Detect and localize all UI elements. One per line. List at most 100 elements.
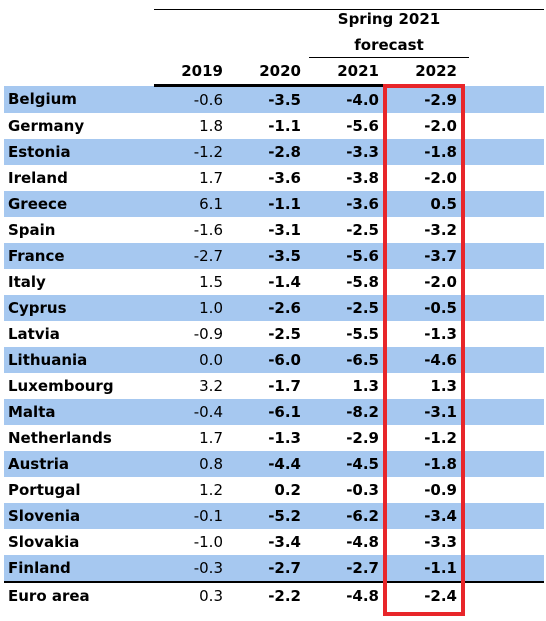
value-2019: -0.1 [154, 503, 231, 529]
value-2022: -3.1 [387, 399, 465, 425]
top-rule [154, 9, 544, 10]
value-2021: -2.9 [346, 429, 379, 447]
table-row: Spain -1.6 -3.1 -2.5 -3.2 [4, 217, 544, 243]
table-row: Slovakia -1.0 -3.4 -4.8 -3.3 [4, 529, 544, 555]
value-2020: -3.5 [231, 243, 309, 269]
value-2021: -3.8 [346, 169, 379, 187]
country-name: France [4, 243, 154, 269]
value-2020: -6.1 [231, 399, 309, 425]
spacer-cell [465, 269, 544, 295]
table-row: Austria 0.8 -4.4 -4.5 -1.8 [4, 451, 544, 477]
spacer-cell [465, 477, 544, 503]
country-name: Lithuania [4, 347, 154, 373]
spacer-cell [465, 425, 544, 451]
value-2020: -3.1 [268, 221, 301, 239]
value-2021: -2.5 [309, 295, 387, 321]
table-row: Lithuania 0.0 -6.0 -6.5 -4.6 [4, 347, 544, 373]
value-2022: -3.2 [424, 221, 457, 239]
value-2020: -2.6 [231, 295, 309, 321]
spacer-cell [465, 58, 544, 86]
table-row: Belgium -0.6 -3.5 -4.0 -2.9 [4, 85, 544, 113]
value-2020: -1.3 [268, 429, 301, 447]
value-2020: -3.5 [231, 85, 309, 113]
value-2019: -0.6 [154, 85, 231, 113]
table-row: Slovenia -0.1 -5.2 -6.2 -3.4 [4, 503, 544, 529]
value-2022: -1.2 [424, 429, 457, 447]
value-2022: -0.9 [424, 481, 457, 499]
value-2022: -1.8 [387, 451, 465, 477]
value-2020: -6.0 [231, 347, 309, 373]
value-2022: -3.7 [387, 243, 465, 269]
value-2020: -1.7 [268, 377, 301, 395]
value-2020: -2.5 [268, 325, 301, 343]
country-name: Estonia [4, 139, 154, 165]
table-row: Latvia -0.9 -2.5 -5.5 -1.3 [4, 321, 544, 347]
value-2021: -3.6 [309, 191, 387, 217]
value-2020: -3.4 [268, 533, 301, 551]
value-2022: -0.5 [387, 295, 465, 321]
value-2021: -4.8 [346, 533, 379, 551]
value-2022: -1.3 [424, 325, 457, 343]
value-2022: 1.3 [430, 377, 457, 395]
spacer-cell [465, 347, 544, 373]
value-2020: -3.6 [268, 169, 301, 187]
col-header-2020: 2020 [231, 58, 309, 87]
country-name: Euro area [4, 581, 154, 609]
value-2019: -0.3 [154, 555, 231, 582]
value-2019: 0.0 [154, 347, 231, 373]
value-2020: -1.4 [268, 273, 301, 291]
col-header-2019: 2019 [154, 58, 231, 87]
country-name: Luxembourg [8, 377, 114, 395]
spacer-cell [465, 85, 544, 113]
forecast-header-line2: forecast [354, 36, 424, 54]
table-row: Euro area 0.3 -2.2 -4.8 -2.4 [4, 581, 544, 609]
value-2022: -2.0 [424, 273, 457, 291]
spacer-cell [465, 139, 544, 165]
country-name: Latvia [8, 325, 60, 343]
country-name: Ireland [8, 169, 68, 187]
value-2022: -2.4 [387, 581, 465, 609]
value-2019: 1.2 [199, 481, 223, 499]
country-name: Cyprus [4, 295, 154, 321]
spacer-cell [465, 191, 544, 217]
value-2021: -5.5 [346, 325, 379, 343]
value-2019: 1.8 [199, 117, 223, 135]
value-2019: 1.7 [199, 169, 223, 187]
spacer-cell [465, 399, 544, 425]
country-name: Spain [8, 221, 56, 239]
spacer-cell [465, 113, 544, 139]
value-2019: 1.7 [199, 429, 223, 447]
value-2019: 1.5 [199, 273, 223, 291]
value-2022: -1.8 [387, 139, 465, 165]
value-2021: -2.7 [309, 555, 387, 582]
value-2022: -4.6 [387, 347, 465, 373]
country-name: Finland [4, 555, 154, 582]
value-2021: -5.8 [346, 273, 379, 291]
value-2021: -5.6 [346, 117, 379, 135]
value-2020: -4.4 [231, 451, 309, 477]
table-body: Belgium -0.6 -3.5 -4.0 -2.9 Germany 1.8 -1.1 -5.… [4, 85, 544, 609]
spacer-cell [465, 451, 544, 477]
country-name: Portugal [8, 481, 81, 499]
spacer-cell [465, 555, 544, 582]
country-name: Slovenia [4, 503, 154, 529]
value-2020: -1.1 [268, 117, 301, 135]
value-2020: 0.2 [274, 481, 301, 499]
value-2021: -6.2 [309, 503, 387, 529]
value-2019: 3.2 [199, 377, 223, 395]
country-name: Greece [4, 191, 154, 217]
value-2020: -2.8 [231, 139, 309, 165]
value-2019: 0.8 [154, 451, 231, 477]
value-2020: -2.2 [231, 581, 309, 609]
value-2022: -1.1 [387, 555, 465, 582]
value-2022: -3.3 [424, 533, 457, 551]
spacer-cell [465, 243, 544, 269]
value-2022: -2.0 [424, 169, 457, 187]
value-2021: -5.6 [309, 243, 387, 269]
country-name: Belgium [4, 85, 154, 113]
value-2021: -4.0 [309, 85, 387, 113]
value-2020: -5.2 [231, 503, 309, 529]
spacer-cell [465, 165, 544, 191]
value-2019: 1.0 [154, 295, 231, 321]
table-row: Italy 1.5 -1.4 -5.8 -2.0 [4, 269, 544, 295]
